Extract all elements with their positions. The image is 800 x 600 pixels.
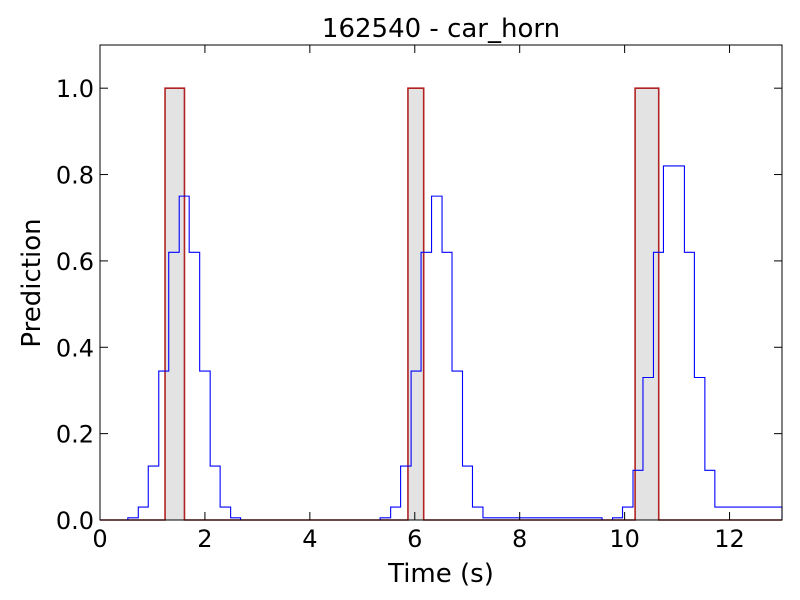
- x-tick-label: 2: [197, 525, 212, 553]
- x-tick-label: 4: [302, 525, 317, 553]
- ground-truth-series: [100, 87, 782, 521]
- y-axis-label: Prediction: [17, 218, 47, 347]
- y-tick-label: 0.2: [56, 421, 94, 449]
- y-tick-label: 0.4: [56, 334, 94, 362]
- y-tick-label: 0.0: [56, 507, 94, 535]
- ground-truth-fill-1: [165, 88, 185, 520]
- x-tick-label: 12: [714, 525, 745, 553]
- y-axis: 0.0 0.2 0.4 0.6 0.8 1.0: [56, 75, 782, 535]
- x-tick-label: 8: [512, 525, 527, 553]
- y-tick-label: 0.8: [56, 162, 94, 190]
- prediction-series: [100, 165, 783, 521]
- ground-truth-fill-3: [635, 88, 659, 520]
- y-tick-label: 0.6: [56, 248, 94, 276]
- plot-frame: [99, 44, 783, 521]
- prediction-line: [100, 165, 783, 521]
- chart-title: 162540 - car_horn: [322, 14, 560, 44]
- x-axis: 0 2 4 6 8 10 12: [92, 45, 745, 553]
- x-tick-label: 6: [407, 525, 422, 553]
- x-tick-label: 0: [92, 525, 107, 553]
- y-tick-label: 1.0: [56, 75, 94, 103]
- ground-truth-line: [100, 87, 782, 521]
- ground-truth-fill-2: [407, 88, 424, 520]
- x-axis-label: Time (s): [387, 559, 494, 589]
- x-tick-label: 10: [609, 525, 640, 553]
